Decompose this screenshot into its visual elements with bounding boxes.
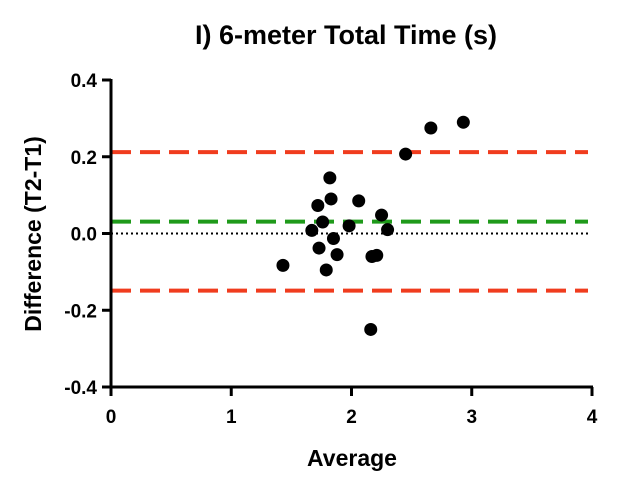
axes: 0.4 0.2 0.0 -0.2 -0.4 0 1 2 3 4 [64, 71, 597, 428]
x-tick-label: 3 [466, 407, 477, 428]
data-point [456, 115, 470, 129]
data-point [326, 231, 340, 245]
data-point [276, 258, 290, 272]
data-point [342, 219, 356, 233]
data-point [324, 192, 338, 206]
y-tick-label: 0.2 [71, 148, 97, 169]
y-axis-label: Difference (T2-T1) [20, 136, 46, 332]
data-point [364, 322, 378, 336]
x-axis-label: Average [307, 445, 397, 471]
data-points [276, 115, 470, 336]
data-point [424, 121, 438, 135]
data-point [330, 248, 344, 262]
x-tick-label: 0 [106, 407, 117, 428]
data-point [305, 223, 319, 237]
x-tick-label: 2 [346, 407, 357, 428]
data-point [319, 263, 333, 277]
data-point [312, 241, 326, 255]
data-point [381, 223, 395, 237]
data-point [375, 208, 389, 222]
y-tick-label: 0.4 [71, 71, 98, 92]
chart-title: I) 6-meter Total Time (s) [195, 20, 497, 50]
x-tick-label: 4 [587, 407, 598, 428]
x-tick-label: 1 [226, 407, 237, 428]
data-point [352, 194, 366, 208]
data-point [370, 248, 384, 262]
y-tick-label: -0.2 [64, 301, 97, 322]
data-point [316, 215, 330, 229]
data-point [323, 171, 337, 185]
y-tick-label: -0.4 [64, 378, 97, 399]
data-point [311, 198, 325, 212]
data-point [399, 147, 413, 161]
y-tick-label: 0.0 [71, 225, 97, 246]
